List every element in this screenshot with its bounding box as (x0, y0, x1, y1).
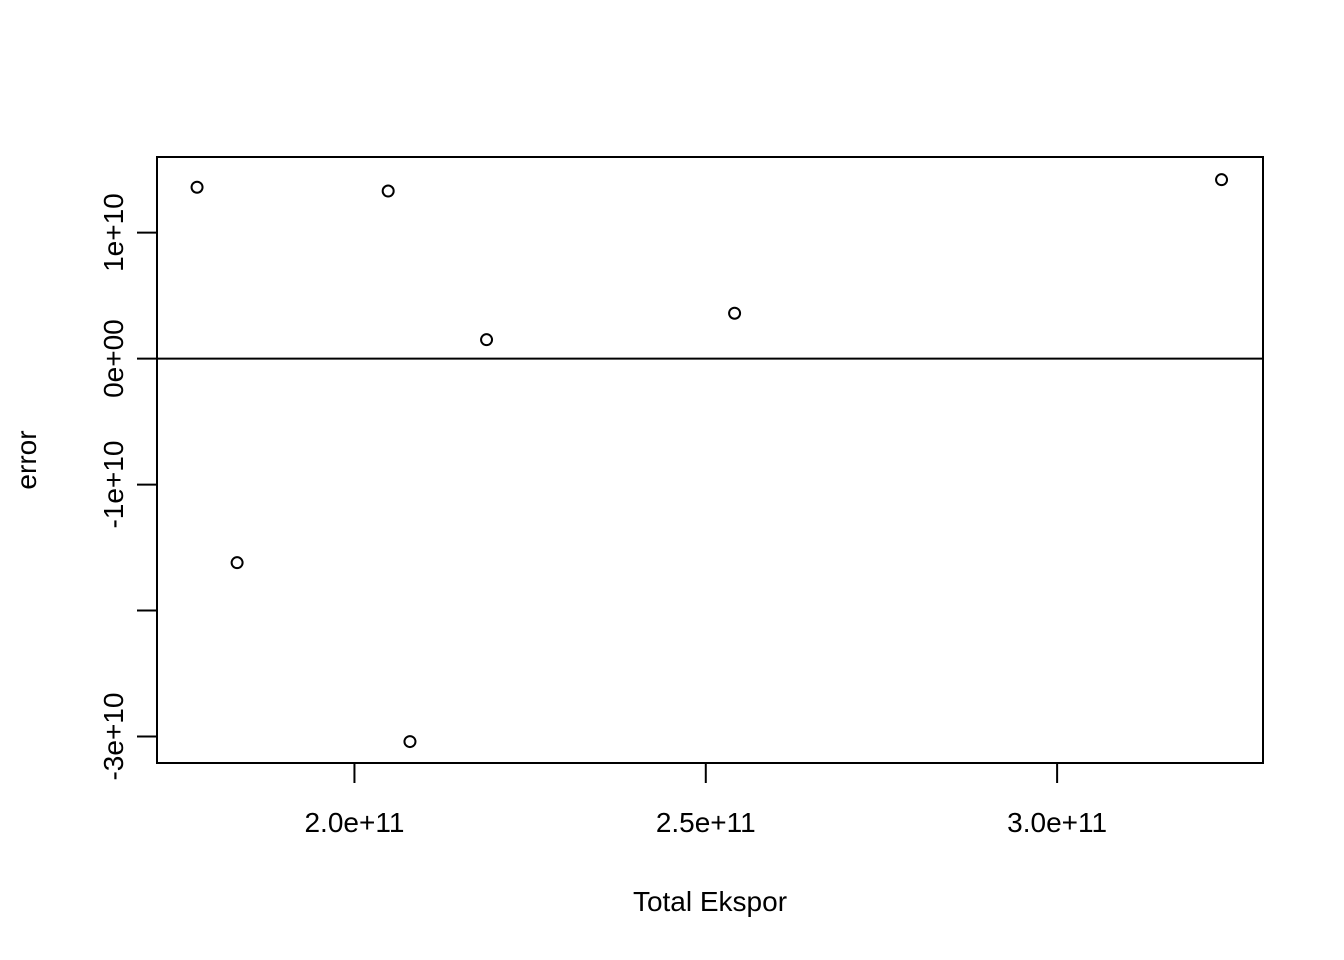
data-point (728, 306, 742, 320)
x-axis: 2.0e+11 2.5e+11 3.0e+11 (304, 762, 1107, 838)
points-layer (190, 173, 1229, 749)
y-tick-label: 1e+10 (98, 193, 129, 272)
data-point (1215, 173, 1229, 187)
data-point (403, 735, 417, 749)
x-tick-label: 2.0e+11 (304, 807, 404, 838)
x-axis-title: Total Ekspor (633, 886, 787, 917)
plot-box (156, 156, 1264, 764)
y-tick-label: 0e+00 (98, 319, 129, 398)
x-tick-label: 2.5e+11 (656, 807, 756, 838)
y-axis: -3e+10 -1e+10 0e+00 1e+10 (98, 193, 158, 781)
data-point (190, 180, 204, 194)
y-axis-title: error (11, 430, 42, 489)
x-tick-label: 3.0e+11 (1007, 807, 1107, 838)
data-point (230, 556, 244, 570)
data-point (381, 184, 395, 198)
y-tick-label: -3e+10 (98, 693, 129, 781)
data-point (480, 333, 494, 347)
y-tick-label: -1e+10 (98, 441, 129, 529)
